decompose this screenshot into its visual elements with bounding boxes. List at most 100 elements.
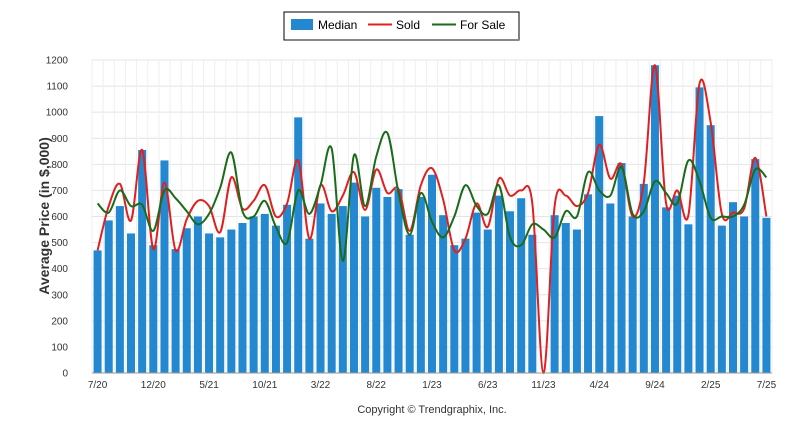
bar-median xyxy=(706,125,715,373)
bar-median xyxy=(205,233,214,373)
y-tick-label: 500 xyxy=(51,238,68,249)
line-for-sale xyxy=(96,130,768,262)
bar-median xyxy=(361,216,370,373)
bar-median xyxy=(416,196,425,373)
bar-median xyxy=(528,234,537,373)
legend-label-for-sale: For Sale xyxy=(460,18,506,32)
bar-median xyxy=(606,203,615,373)
bar-median xyxy=(327,213,336,373)
bar-median xyxy=(305,238,314,373)
bar-median xyxy=(238,223,247,373)
x-tick-label: 11/23 xyxy=(531,380,556,391)
y-tick-label: 300 xyxy=(51,290,68,301)
x-tick-label: 7/25 xyxy=(757,380,777,391)
bar-median xyxy=(383,196,392,373)
bar-median xyxy=(138,149,147,373)
bar-median xyxy=(461,238,470,373)
bar-median xyxy=(405,234,414,373)
y-tick-label: 800 xyxy=(51,160,68,171)
bar-median xyxy=(249,216,258,373)
y-tick-label: 400 xyxy=(51,264,68,275)
x-tick-label: 9/24 xyxy=(645,380,665,391)
bar-median xyxy=(695,87,704,373)
bar-layer xyxy=(93,65,771,374)
bar-median xyxy=(740,216,749,373)
bar-median xyxy=(684,224,693,373)
legend: Median Sold For Sale xyxy=(283,11,520,41)
bar-median xyxy=(149,245,158,373)
bar-median xyxy=(572,229,581,373)
bar-median xyxy=(472,212,481,373)
x-tick-label: 3/22 xyxy=(311,380,331,391)
axis-layer: 0 100 200 300 400 500 600 700 800 900 1000 1100 1200… xyxy=(46,56,777,392)
legend-swatch-median xyxy=(291,19,313,30)
x-tick-label: 8/22 xyxy=(367,380,387,391)
y-tick-label: 0 xyxy=(62,369,68,380)
legend-label-sold: Sold xyxy=(396,18,420,32)
bar-median xyxy=(260,213,269,373)
bar-median xyxy=(584,194,593,373)
bar-median xyxy=(216,237,225,373)
bar-median xyxy=(294,117,303,373)
x-tick-label: 6/23 xyxy=(478,380,498,391)
bar-median xyxy=(439,215,448,373)
y-tick-label: 900 xyxy=(51,134,68,145)
bar-median xyxy=(193,216,202,373)
bar-median xyxy=(271,225,280,373)
bar-median xyxy=(104,220,113,373)
bar-median xyxy=(550,215,559,373)
x-tick-label: 4/24 xyxy=(589,380,609,391)
bar-median xyxy=(427,174,437,373)
copyright-text: Copyright © Trendgraphix, Inc. xyxy=(357,404,506,416)
bar-median xyxy=(728,202,737,373)
bar-median xyxy=(662,207,671,373)
bar-median xyxy=(762,217,771,373)
bar-median xyxy=(506,211,515,373)
bar-median xyxy=(182,228,191,373)
x-tick-label: 7/20 xyxy=(88,380,108,391)
x-tick-label: 5/21 xyxy=(199,380,219,391)
x-tick-label: 10/21 xyxy=(252,380,277,391)
bar-median xyxy=(517,198,526,373)
legend-label-median: Median xyxy=(318,18,357,32)
bar-median xyxy=(127,233,136,373)
bar-median xyxy=(673,195,682,373)
bar-median xyxy=(561,223,570,373)
bar-median xyxy=(751,159,760,373)
y-tick-label: 600 xyxy=(51,212,68,223)
bar-median xyxy=(394,189,403,373)
bar-median xyxy=(283,204,292,373)
y-tick-label: 1000 xyxy=(46,108,69,119)
legend-box xyxy=(283,11,520,41)
bar-median xyxy=(483,229,492,373)
line-layer xyxy=(96,64,768,375)
x-tick-label: 2/25 xyxy=(701,380,721,391)
bar-median xyxy=(639,183,648,373)
bar-median xyxy=(650,65,659,373)
bar-median xyxy=(450,245,459,373)
y-tick-label: 1200 xyxy=(46,56,69,67)
y-tick-label: 700 xyxy=(51,186,68,197)
bar-median xyxy=(171,249,180,373)
bar-median xyxy=(316,203,325,373)
bar-median xyxy=(717,225,726,373)
bar-median xyxy=(338,206,347,373)
bar-median xyxy=(372,187,381,373)
bar-median xyxy=(617,163,626,373)
bar-median xyxy=(494,195,503,373)
y-tick-label: 200 xyxy=(51,316,68,327)
bar-median xyxy=(93,250,102,373)
y-tick-label: 100 xyxy=(51,342,68,353)
line-sold xyxy=(96,64,768,375)
bar-median xyxy=(160,160,169,373)
x-tick-label: 12/20 xyxy=(141,380,166,391)
bar-median xyxy=(227,229,236,373)
bar-median xyxy=(115,206,124,373)
bar-median xyxy=(349,182,358,373)
x-tick-label: 1/23 xyxy=(422,380,442,391)
bar-median xyxy=(595,116,604,374)
bar-median xyxy=(628,216,637,373)
y-axis-title: Average Price (in $,000) xyxy=(36,137,52,294)
y-tick-label: 1100 xyxy=(46,82,68,93)
